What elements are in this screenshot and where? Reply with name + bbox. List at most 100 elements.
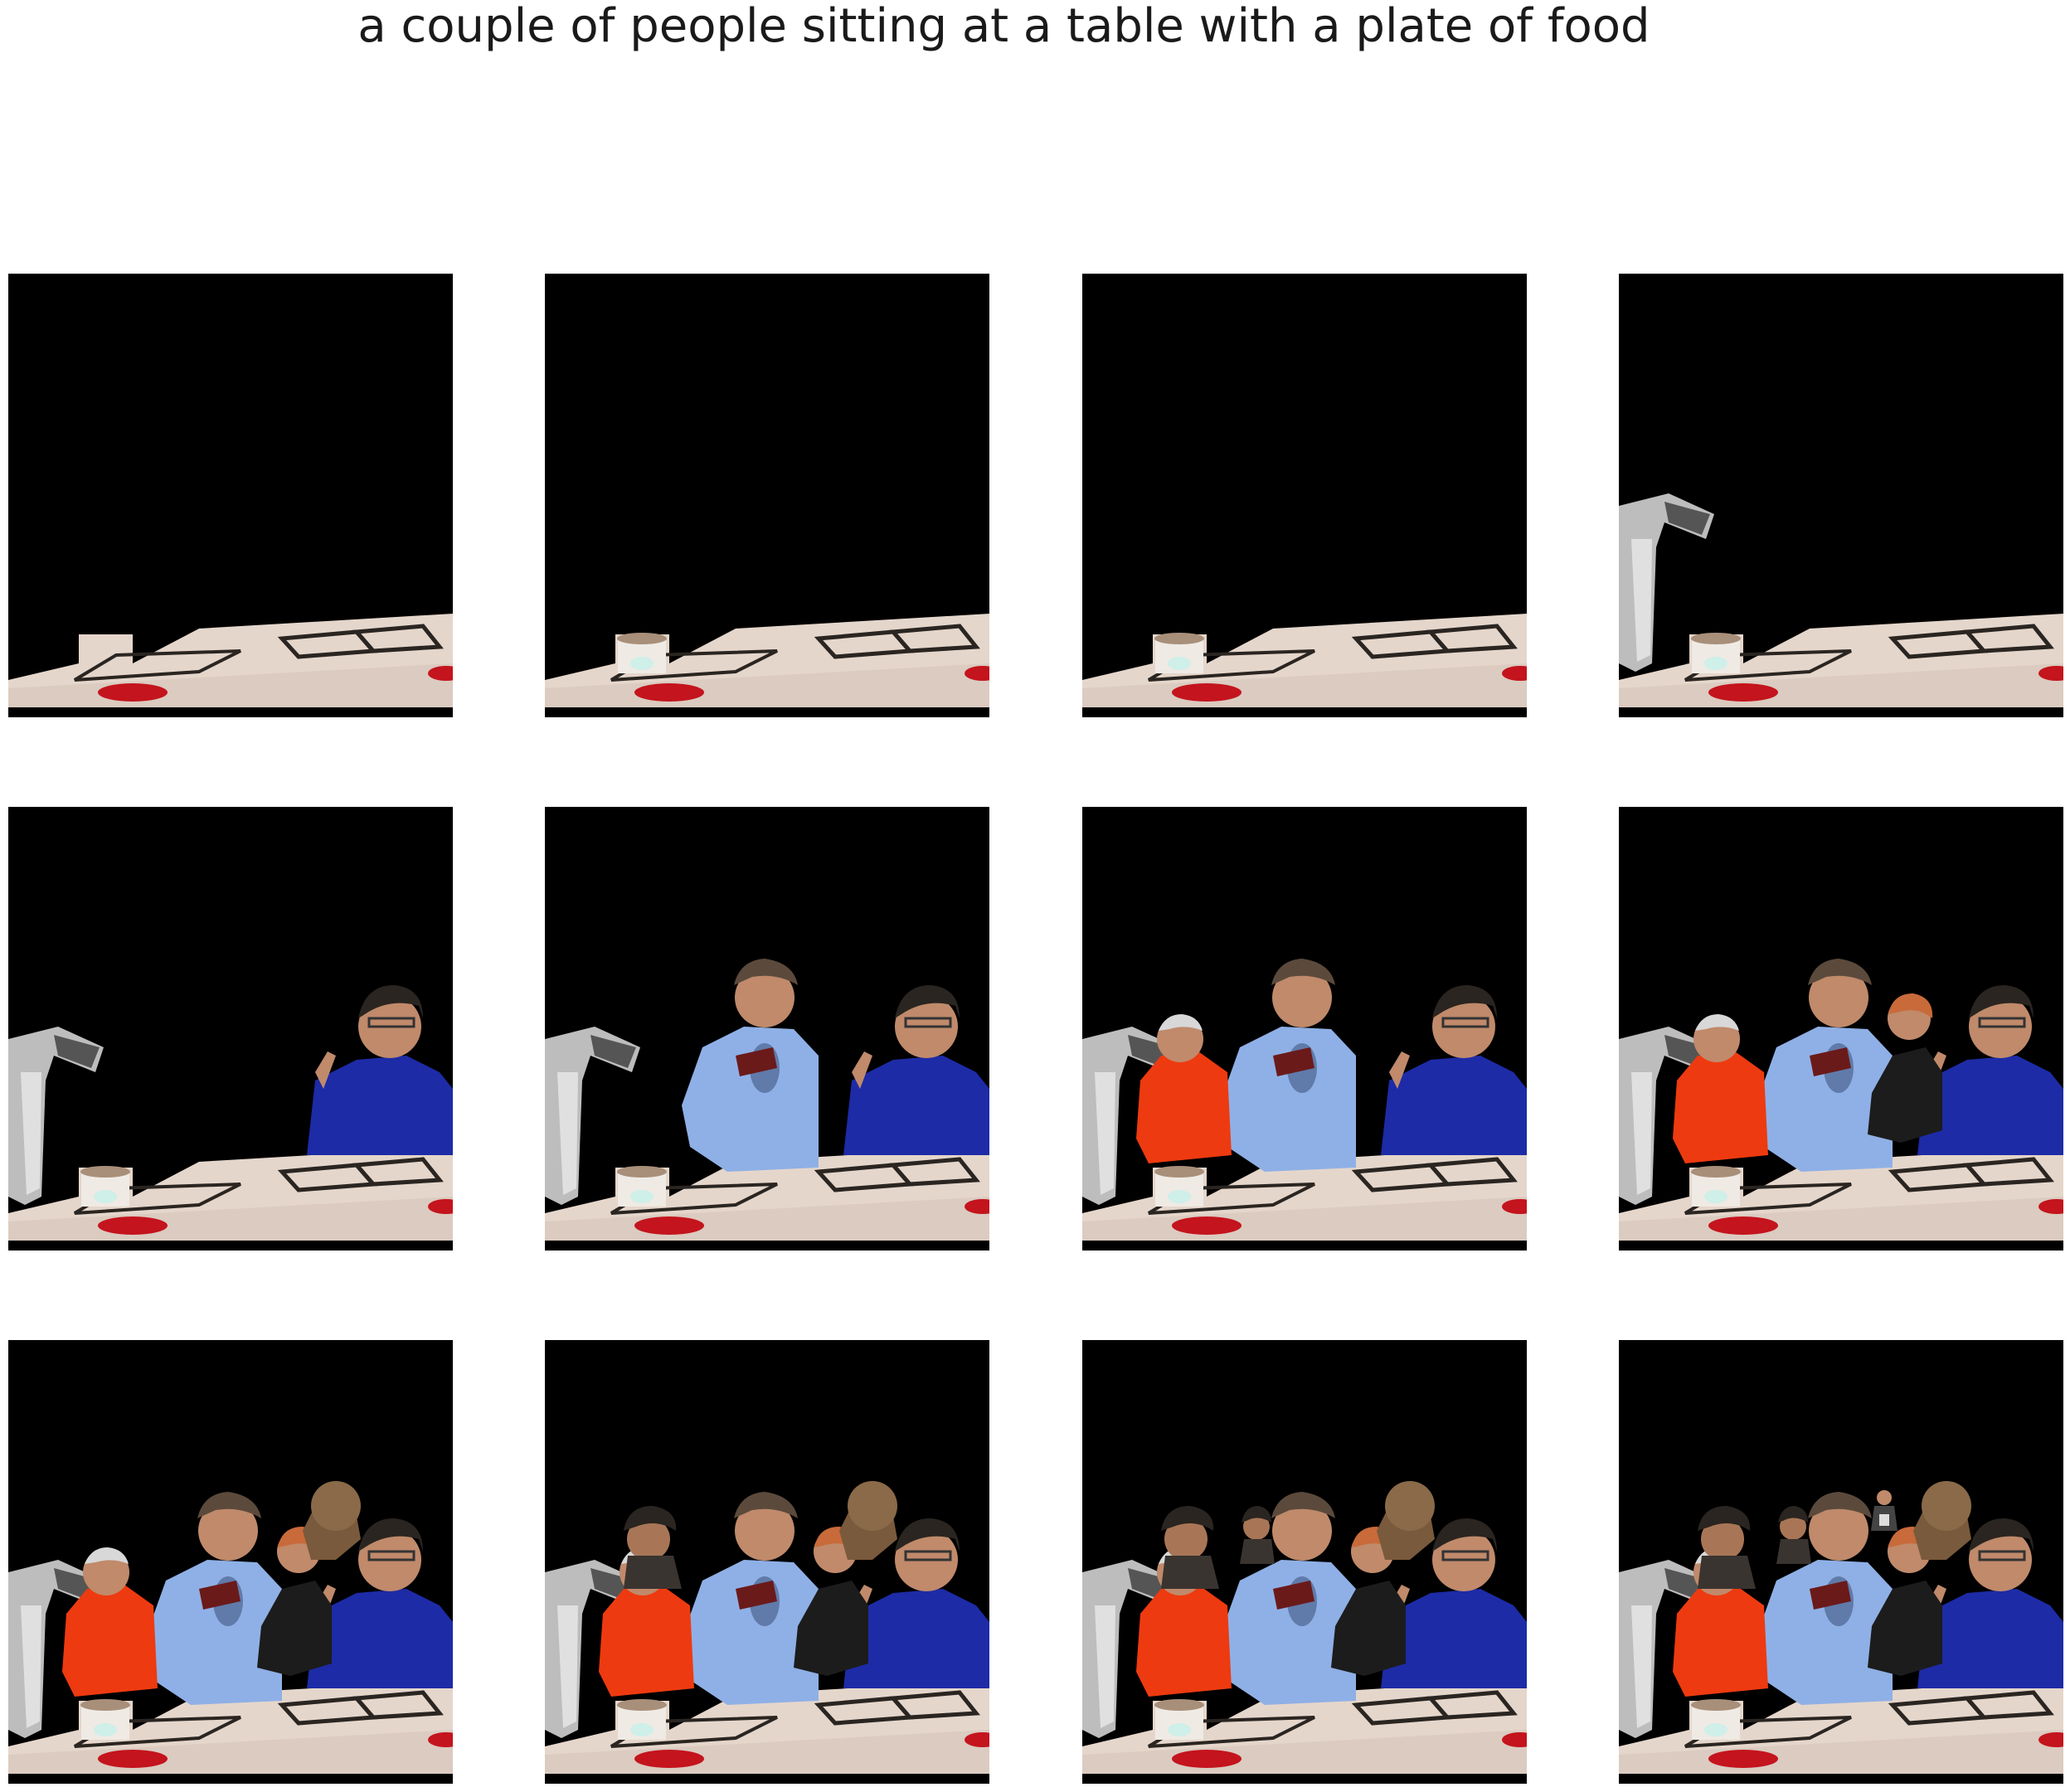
- figure-title: a couple of people sitting at a table wi…: [357, 0, 1650, 53]
- menu-right-2: [1962, 1157, 2054, 1187]
- red-item-left: [1172, 1217, 1242, 1235]
- person-red-shirt: [1136, 1014, 1232, 1163]
- table-tablecloth: [545, 1147, 989, 1251]
- menu-right-2: [1962, 624, 2054, 653]
- menu-right-2: [1426, 1690, 1518, 1720]
- menu-left: [73, 649, 241, 682]
- red-item-left: [1708, 1217, 1778, 1235]
- red-item-right: [965, 666, 989, 681]
- person-woman-black-top: [257, 1527, 332, 1676]
- table-tablecloth: [1082, 1680, 1527, 1784]
- white-cup: [80, 1166, 130, 1207]
- person-blue-jersey: [843, 985, 989, 1155]
- red-item-right: [1502, 666, 1527, 681]
- generation-step-5: [8, 807, 453, 1251]
- person-dark-hair: [1698, 1506, 1756, 1589]
- wine-glass: [1810, 1581, 1851, 1610]
- red-item-left: [634, 1750, 704, 1768]
- menu-right-2: [888, 1690, 980, 1720]
- red-item-left: [634, 683, 704, 702]
- generation-step-10: [545, 1340, 989, 1784]
- person-blue-jersey: [307, 985, 453, 1155]
- person-small: [1240, 1506, 1275, 1564]
- step-image-4: [1619, 274, 2063, 717]
- white-cup: [617, 1699, 667, 1740]
- table-tablecloth: [8, 1147, 453, 1251]
- step-image-5: [8, 807, 453, 1251]
- person-bald: [303, 1481, 361, 1560]
- person-light-blue-shirt: [145, 1492, 282, 1705]
- person-dark-hair: [624, 1506, 682, 1589]
- red-item-left: [98, 683, 168, 702]
- table-tablecloth: [545, 614, 989, 717]
- table-tablecloth: [1082, 614, 1527, 717]
- red-item-left: [1172, 1750, 1242, 1768]
- step-image-12: [1619, 1340, 2063, 1784]
- person-woman-black-top: [1868, 993, 1942, 1143]
- generation-step-4: [1619, 274, 2063, 717]
- red-item-left: [98, 1750, 168, 1768]
- white-cup: [1691, 633, 1741, 673]
- step-image-7: [1082, 807, 1527, 1251]
- generation-step-2: [545, 274, 989, 717]
- step-image-1: [8, 274, 453, 717]
- step-image-8: [1619, 807, 2063, 1251]
- person-red-shirt: [62, 1547, 158, 1697]
- red-item-right: [2038, 1199, 2063, 1214]
- table-tablecloth: [1082, 1147, 1527, 1251]
- white-cup: [1154, 633, 1204, 673]
- wine-glass: [1273, 1047, 1314, 1076]
- red-item-right: [965, 1732, 989, 1747]
- white-cup: [617, 633, 667, 673]
- red-item-right: [428, 666, 453, 681]
- wine-glass: [736, 1581, 777, 1610]
- wine-glass: [1273, 1581, 1314, 1610]
- person-light-blue-shirt: [682, 1492, 819, 1705]
- white-cup: [1691, 1699, 1741, 1740]
- person-tiny: [1871, 1490, 1898, 1531]
- white-cup: [1154, 1166, 1204, 1207]
- person-blue-jersey: [1381, 1518, 1527, 1688]
- person-blue-jersey: [1917, 1518, 2063, 1688]
- white-cup: [617, 1166, 667, 1207]
- person-dark-hair: [1161, 1506, 1219, 1589]
- person-woman-black-top: [1868, 1527, 1942, 1676]
- menu-right-2: [888, 624, 980, 653]
- red-item-right: [2038, 666, 2063, 681]
- table-tablecloth: [1619, 1147, 2063, 1251]
- generation-step-12: [1619, 1340, 2063, 1784]
- table-tablecloth: [8, 614, 453, 717]
- person-light-blue-shirt: [1756, 959, 1893, 1172]
- step-image-2: [545, 274, 989, 717]
- white-cup: [1691, 1166, 1741, 1207]
- menu-right-2: [352, 624, 444, 653]
- red-item-right: [428, 1732, 453, 1747]
- menu-right-2: [352, 1157, 444, 1187]
- red-item-right: [1502, 1199, 1527, 1214]
- person-woman-black-top: [1331, 1527, 1406, 1676]
- person-blue-jersey: [1381, 985, 1527, 1155]
- step-image-9: [8, 1340, 453, 1784]
- person-small: [1776, 1506, 1811, 1564]
- person-red-shirt: [1673, 1014, 1768, 1163]
- step-image-10: [545, 1340, 989, 1784]
- generation-step-3: [1082, 274, 1527, 717]
- red-item-left: [1708, 683, 1778, 702]
- person-light-blue-shirt: [1756, 1492, 1893, 1705]
- person-woman-black-top: [794, 1527, 868, 1676]
- person-light-blue-shirt: [1219, 1492, 1356, 1705]
- menu-right-2: [1426, 624, 1518, 653]
- white-cup: [80, 1699, 130, 1740]
- step-image-6: [545, 807, 989, 1251]
- generation-step-7: [1082, 807, 1527, 1251]
- red-item-left: [98, 1217, 168, 1235]
- menu-right-2: [888, 1157, 980, 1187]
- white-cup: [1154, 1699, 1204, 1740]
- red-item-left: [1172, 683, 1242, 702]
- person-light-blue-shirt: [682, 959, 819, 1172]
- person-bald: [839, 1481, 897, 1560]
- red-item-right: [1502, 1732, 1527, 1747]
- generation-step-11: [1082, 1340, 1527, 1784]
- menu-right-2: [352, 1690, 444, 1720]
- red-item-left: [634, 1217, 704, 1235]
